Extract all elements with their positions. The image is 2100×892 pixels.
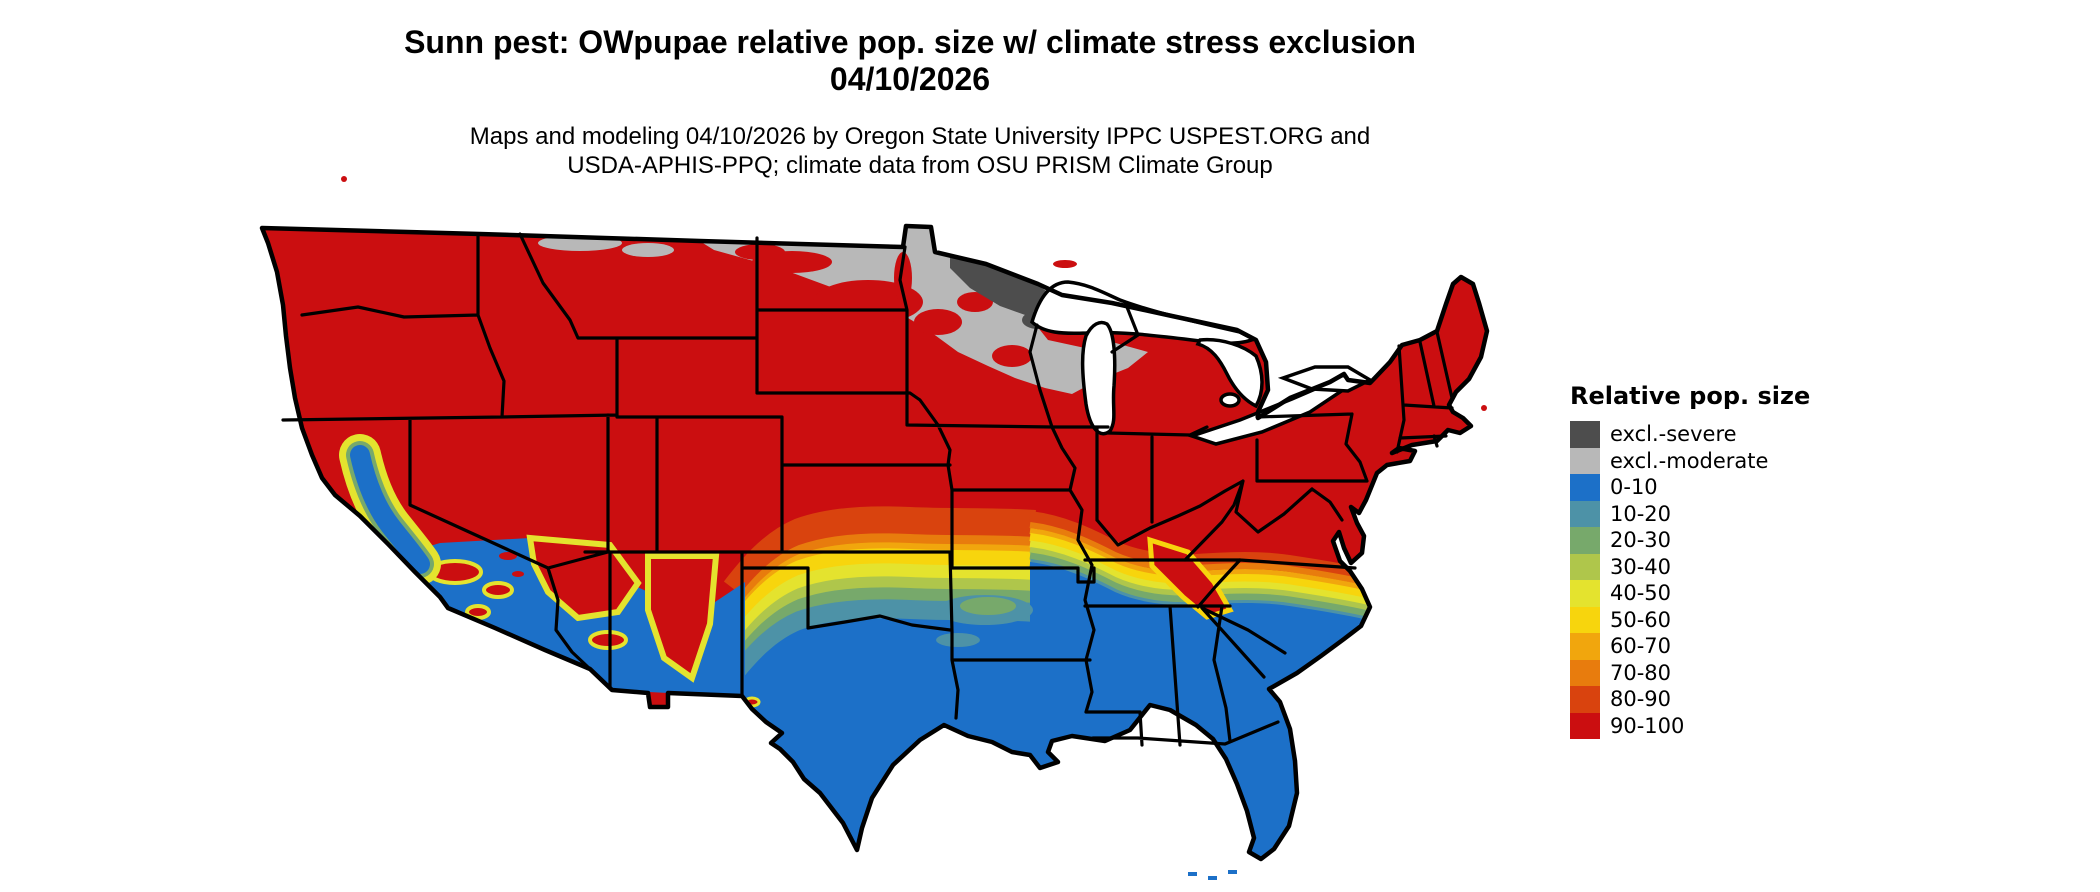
legend-item-label: 70-80	[1610, 660, 1672, 685]
red-patch	[894, 252, 912, 304]
ozark-green-patch	[960, 597, 1016, 615]
legend-item-label: 20-30	[1610, 528, 1672, 552]
red-patch	[914, 309, 962, 335]
map-legend: Relative pop. size excl.-severe excl.-mod…	[1570, 382, 1810, 739]
florida-keys	[1188, 872, 1197, 876]
legend-item: 20-30	[1570, 527, 1810, 554]
legend-swatch	[1570, 500, 1600, 527]
legend-item: 80-90	[1570, 686, 1810, 713]
legend-item: excl.-moderate	[1570, 447, 1810, 474]
florida-keys	[1228, 870, 1237, 874]
west-band-90-100	[723, 506, 1036, 599]
legend-item-label: 90-100	[1610, 713, 1685, 738]
california-central-valley	[339, 434, 441, 585]
legend-item: 60-70	[1570, 633, 1810, 660]
us-outline	[259, 223, 1490, 862]
map-subtitle: Maps and modeling 04/10/2026 by Oregon S…	[0, 122, 1840, 180]
maine-coast-speck	[1481, 405, 1487, 411]
map-subtitle-line2: USDA-APHIS-PPQ; climate data from OSU PR…	[567, 152, 1273, 179]
legend-item-label: 0-10	[1610, 475, 1658, 499]
map-subtitle-line1: Maps and modeling 04/10/2026 by Oregon S…	[469, 123, 1371, 150]
state-borders	[281, 232, 1454, 747]
map-title: Sunn pest: OWpupae relative pop. size w/…	[0, 24, 1820, 98]
isle-royale	[1053, 260, 1077, 268]
exclusion-moderate-patch	[622, 243, 674, 257]
mojave-red-patch	[465, 604, 491, 620]
legend-swatch	[1570, 659, 1600, 686]
west-band-80-90	[731, 533, 1036, 612]
legend-item-label: 10-20	[1610, 501, 1672, 526]
legend-swatch	[1570, 447, 1600, 474]
lake-superior	[1030, 280, 1259, 345]
map-title-line1: Sunn pest: OWpupae relative pop. size w/…	[404, 24, 1416, 60]
legend-item-label: 50-60	[1610, 607, 1672, 632]
lake-michigan	[1080, 320, 1117, 436]
west-band-60-70	[728, 548, 1036, 631]
red-patch	[992, 345, 1032, 367]
legend-title: Relative pop. size	[1570, 382, 1811, 410]
legend-item-label: 80-90	[1610, 687, 1672, 711]
ouachita-teal-patch	[936, 633, 980, 647]
legend-item: 0-10	[1570, 474, 1810, 501]
legend-swatch	[1570, 686, 1600, 713]
red-patch	[957, 292, 993, 312]
exclusion-severe-blob	[950, 252, 1052, 316]
lake-huron	[1195, 337, 1264, 409]
red-patch	[735, 244, 785, 260]
legend-swatch	[1570, 474, 1600, 501]
nevada-red-speck	[512, 571, 524, 577]
map-raster-layers	[262, 226, 1487, 859]
legend-item-label: 40-50	[1610, 581, 1672, 605]
legend-item-label: 30-40	[1610, 554, 1672, 579]
legend-swatch	[1570, 712, 1600, 739]
legend-item: 70-80	[1570, 659, 1810, 686]
map-title-line2: 04/10/2026	[829, 61, 991, 97]
legend-item-label: excl.-moderate	[1610, 448, 1769, 473]
saginaw-bay	[1219, 392, 1241, 408]
red-patches-in-exclusion-zone	[735, 244, 1032, 367]
small-islands-and-specks	[341, 176, 1487, 880]
legend-swatch	[1570, 633, 1600, 660]
legend-swatch	[1570, 421, 1600, 448]
legend-item: 50-60	[1570, 606, 1810, 633]
northwest-red-speck	[341, 176, 347, 182]
legend-item: 90-100	[1570, 712, 1810, 739]
legend-swatch	[1570, 580, 1600, 607]
legend-swatch	[1570, 606, 1600, 633]
nevada-red-speck	[499, 552, 517, 560]
legend-rows: excl.-severe excl.-moderate 0-10 10-20 20-30…	[1570, 421, 1810, 739]
valley-blue-core	[350, 445, 430, 574]
legend-item: 40-50	[1570, 580, 1810, 607]
arizona-se-red-patch	[588, 630, 628, 650]
legend-item: 30-40	[1570, 553, 1810, 580]
legend-item: excl.-severe	[1570, 421, 1810, 448]
legend-item-label: 60-70	[1610, 634, 1672, 658]
ozark-highland-patches	[936, 595, 1033, 647]
west-band-40-50	[730, 576, 1036, 656]
florida-keys	[1208, 876, 1217, 880]
new-mexico-red-tongue	[645, 553, 720, 683]
legend-swatch	[1570, 527, 1600, 554]
legend-item: 10-20	[1570, 500, 1810, 527]
mojave-red-patch	[482, 581, 514, 599]
west-texas-red-patch	[708, 709, 736, 727]
west-band-50-60	[729, 563, 1036, 645]
legend-item-label: excl.-severe	[1610, 422, 1737, 446]
legend-swatch	[1570, 553, 1600, 580]
